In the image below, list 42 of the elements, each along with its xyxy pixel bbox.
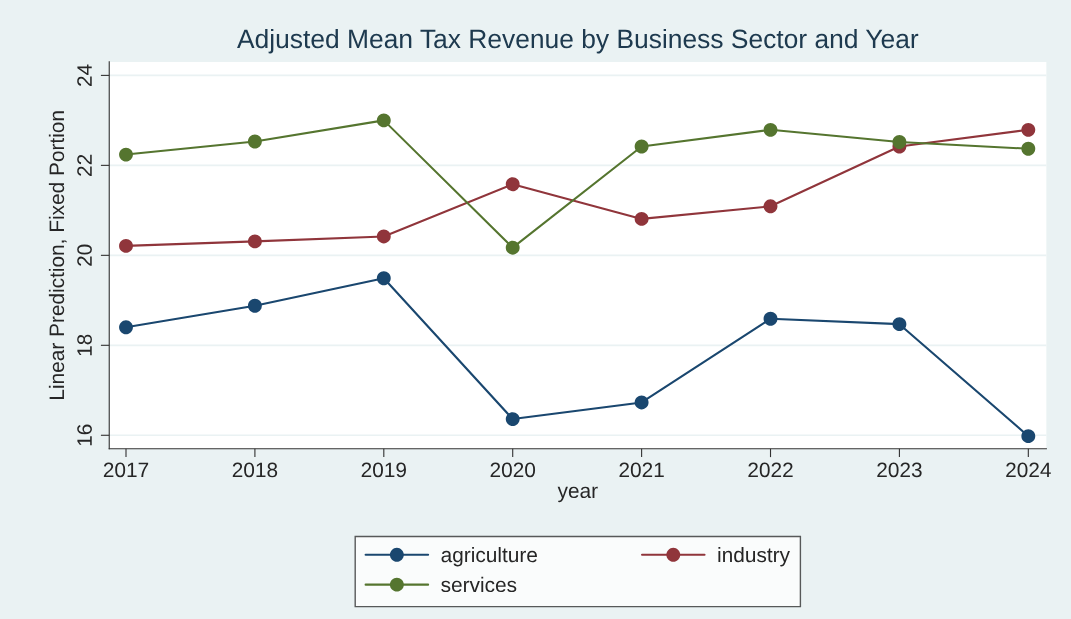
- y-tick-label: 22: [77, 154, 92, 176]
- point: [892, 317, 907, 332]
- legend-label: services: [441, 576, 517, 593]
- point: [119, 320, 133, 335]
- point: [634, 139, 649, 154]
- point: [634, 395, 649, 410]
- point: [1021, 122, 1036, 137]
- x-tick-label: 2018: [232, 462, 278, 478]
- point: [505, 177, 520, 192]
- point: [634, 211, 649, 226]
- x-tick-label: 2020: [490, 462, 536, 478]
- point: [247, 134, 262, 149]
- point: [763, 311, 778, 326]
- x-tick-label: 2023: [877, 462, 922, 478]
- point: [763, 122, 778, 137]
- point: [892, 135, 907, 149]
- point: [119, 238, 133, 253]
- point: [247, 298, 262, 313]
- legend-label: industry: [718, 546, 790, 567]
- y-tick-label: 18: [77, 334, 92, 356]
- chart-title: Adjusted Mean Tax Revenue by Business Sector and Year: [237, 28, 919, 54]
- x-tick-label: 2017: [103, 462, 149, 478]
- point: [376, 271, 391, 286]
- x-tick-label: 2021: [619, 462, 664, 478]
- point: [505, 240, 520, 255]
- point: [1021, 141, 1036, 156]
- x-tick-label: 2022: [748, 462, 793, 478]
- y-tick-label: 16: [77, 424, 92, 446]
- x-tick-label: 2024: [1006, 462, 1051, 478]
- point: [376, 113, 391, 128]
- y-axis-title: Linear Prediction, Fixed Portion: [48, 111, 67, 399]
- point: [763, 199, 778, 214]
- y-tick-label: 20: [77, 244, 92, 266]
- x-tick-label: 2019: [361, 462, 406, 478]
- point: [505, 412, 520, 427]
- point: [1021, 429, 1036, 444]
- x-axis-title: year: [557, 486, 598, 503]
- point: [119, 147, 133, 162]
- point: [376, 229, 391, 244]
- y-tick-label: 24: [77, 64, 92, 86]
- legend-label: agriculture: [441, 546, 537, 567]
- point: [247, 234, 262, 249]
